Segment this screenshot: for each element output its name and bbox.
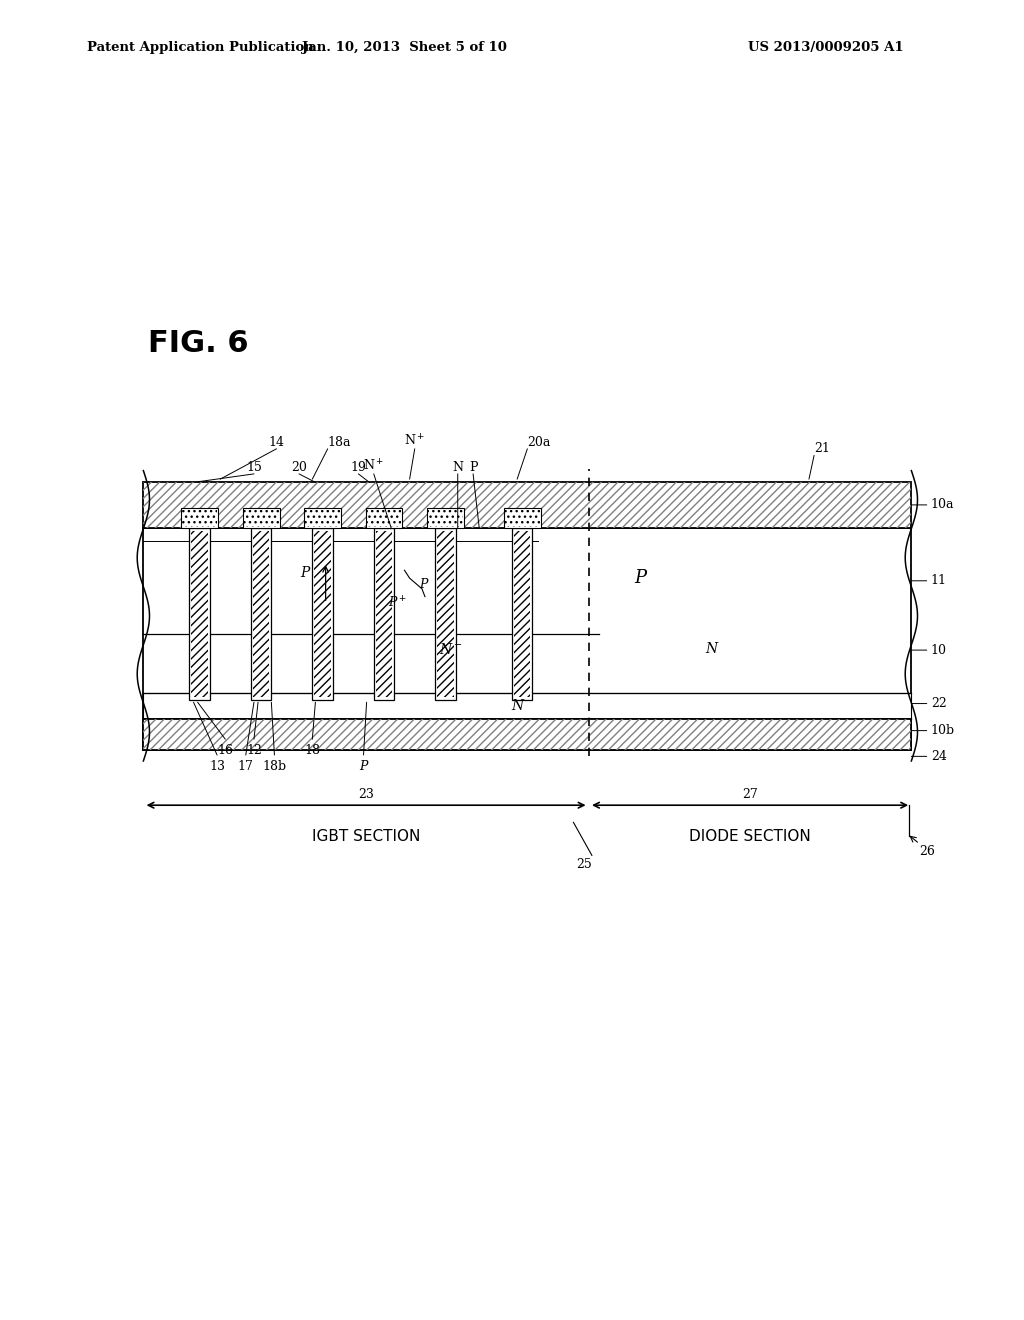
Text: 18a: 18a bbox=[328, 436, 351, 449]
Text: P: P bbox=[359, 760, 368, 774]
Text: 24: 24 bbox=[931, 750, 947, 763]
Text: N: N bbox=[511, 700, 523, 713]
Text: 19: 19 bbox=[350, 461, 367, 474]
Bar bbox=[143, 528, 911, 750]
Bar bbox=[143, 482, 911, 528]
Text: IGBT SECTION: IGBT SECTION bbox=[312, 829, 420, 843]
Bar bbox=[505, 510, 540, 527]
Text: 18b: 18b bbox=[262, 760, 287, 774]
Bar bbox=[143, 719, 911, 750]
Text: N: N bbox=[453, 461, 463, 474]
Text: Patent Application Publication: Patent Application Publication bbox=[87, 41, 313, 54]
Bar bbox=[504, 508, 541, 528]
Bar bbox=[312, 528, 333, 700]
Bar bbox=[191, 531, 208, 697]
Text: FIG. 6: FIG. 6 bbox=[148, 329, 249, 358]
Text: 14: 14 bbox=[268, 436, 285, 449]
Text: P: P bbox=[469, 461, 477, 474]
Text: 26: 26 bbox=[920, 845, 936, 858]
Bar bbox=[304, 508, 341, 528]
Bar bbox=[512, 528, 532, 700]
Text: 16: 16 bbox=[217, 744, 233, 758]
Bar bbox=[181, 508, 218, 528]
Bar bbox=[367, 510, 401, 527]
Text: US 2013/0009205 A1: US 2013/0009205 A1 bbox=[748, 41, 903, 54]
Bar bbox=[435, 528, 456, 700]
Bar bbox=[305, 510, 340, 527]
Bar bbox=[182, 510, 217, 527]
Bar bbox=[243, 508, 280, 528]
Bar bbox=[244, 510, 279, 527]
Text: N$^-$: N$^-$ bbox=[438, 642, 463, 657]
Text: P: P bbox=[419, 578, 427, 591]
Text: N: N bbox=[706, 643, 718, 656]
Bar bbox=[428, 510, 463, 527]
Bar bbox=[143, 693, 911, 719]
Text: 21: 21 bbox=[814, 442, 830, 455]
Text: 20a: 20a bbox=[527, 436, 551, 449]
Text: 18: 18 bbox=[304, 744, 321, 758]
Bar bbox=[374, 528, 394, 700]
Text: P: P bbox=[634, 569, 646, 587]
Text: 27: 27 bbox=[742, 788, 758, 801]
Bar bbox=[314, 531, 331, 697]
Text: 10: 10 bbox=[931, 644, 947, 656]
Text: 15: 15 bbox=[246, 461, 262, 474]
Bar bbox=[143, 719, 911, 750]
Bar bbox=[143, 482, 911, 528]
Text: 10b: 10b bbox=[931, 725, 955, 737]
Text: DIODE SECTION: DIODE SECTION bbox=[689, 829, 811, 843]
Bar bbox=[366, 508, 402, 528]
Bar bbox=[376, 531, 392, 697]
Bar bbox=[333, 541, 374, 634]
Text: 22: 22 bbox=[931, 697, 946, 710]
Text: 10a: 10a bbox=[931, 499, 954, 511]
Text: 11: 11 bbox=[931, 574, 947, 587]
Text: P: P bbox=[300, 566, 310, 579]
Bar bbox=[427, 508, 464, 528]
Text: Jan. 10, 2013  Sheet 5 of 10: Jan. 10, 2013 Sheet 5 of 10 bbox=[302, 41, 507, 54]
Bar bbox=[189, 528, 210, 700]
Text: 20: 20 bbox=[291, 461, 307, 474]
Bar bbox=[394, 541, 435, 634]
Text: N$^+$: N$^+$ bbox=[404, 433, 425, 449]
Text: 13: 13 bbox=[209, 760, 225, 774]
Bar bbox=[251, 528, 271, 700]
Text: 12: 12 bbox=[246, 744, 262, 758]
Text: 23: 23 bbox=[358, 788, 374, 801]
Bar bbox=[253, 531, 269, 697]
Bar bbox=[514, 531, 530, 697]
Text: 17: 17 bbox=[238, 760, 254, 774]
Bar bbox=[271, 541, 312, 634]
Text: P$^+$: P$^+$ bbox=[388, 595, 407, 611]
Bar bbox=[210, 541, 251, 634]
Text: N$^+$: N$^+$ bbox=[364, 458, 384, 474]
Text: 25: 25 bbox=[575, 858, 592, 871]
Bar bbox=[437, 531, 454, 697]
